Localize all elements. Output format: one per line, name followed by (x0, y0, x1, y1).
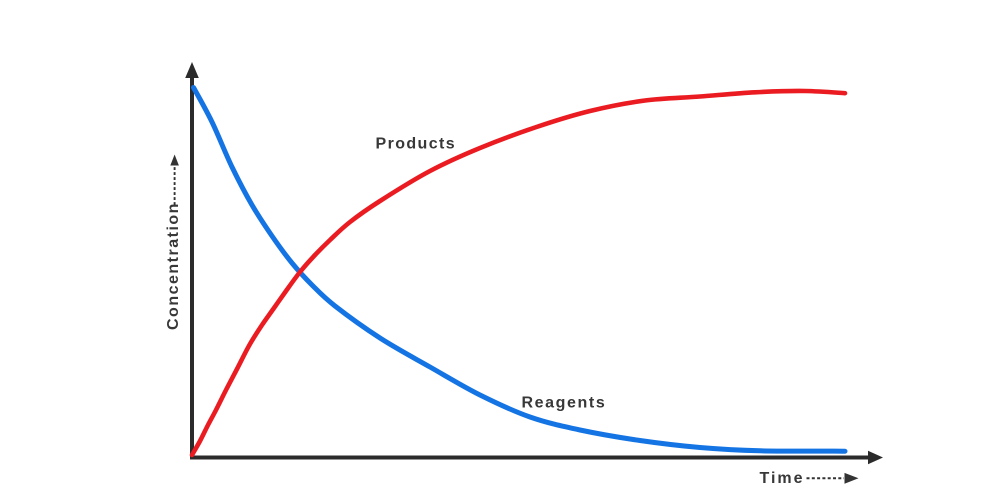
svg-text:Reagents: Reagents (522, 395, 607, 412)
svg-text:Time: Time (760, 470, 805, 487)
svg-text:Products: Products (376, 136, 457, 153)
svg-text:Concentration: Concentration (165, 202, 182, 330)
